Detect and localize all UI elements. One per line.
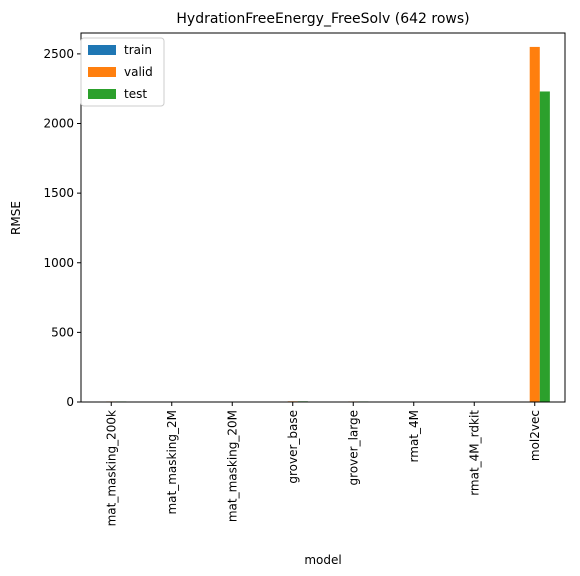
legend-label-test: test	[124, 87, 147, 101]
x-tick-label: rmat_4M	[407, 410, 421, 462]
x-tick-label: mat_masking_200k	[104, 410, 118, 526]
plot-area	[80, 32, 566, 403]
bar-valid-mol2vec	[529, 46, 540, 403]
x-axis-label: model	[304, 553, 341, 567]
legend-label-valid: valid	[124, 65, 153, 79]
x-tick-label: rmat_4M_rdkit	[467, 410, 481, 496]
legend-label-train: train	[124, 43, 152, 57]
chart-title: HydrationFreeEnergy_FreeSolv (642 rows)	[176, 11, 469, 27]
y-tick-label: 0	[66, 395, 74, 409]
x-tick-label: mol2vec	[528, 410, 542, 461]
y-axis-label: RMSE	[9, 201, 23, 235]
y-tick-label: 500	[51, 325, 74, 339]
y-tick-label: 2000	[43, 117, 74, 131]
y-tick-label: 1000	[43, 256, 74, 270]
legend-swatch-test	[88, 89, 116, 99]
legend-swatch-valid	[88, 67, 116, 77]
x-tick-label: mat_masking_2M	[165, 410, 179, 515]
legend: train valid test	[80, 37, 165, 107]
bar-test-mol2vec	[539, 91, 550, 402]
legend-swatch-train	[88, 45, 116, 55]
x-axis: mat_masking_200k mat_masking_2M mat_maskin…	[104, 402, 542, 526]
y-axis: 0 500 1000 1500 2000 2500	[43, 47, 81, 409]
x-tick-label: grover_large	[346, 410, 360, 485]
x-tick-label: grover_base	[286, 410, 300, 484]
x-tick-label: mat_masking_20M	[225, 410, 239, 522]
y-tick-label: 1500	[43, 186, 74, 200]
y-tick-label: 2500	[43, 47, 74, 61]
